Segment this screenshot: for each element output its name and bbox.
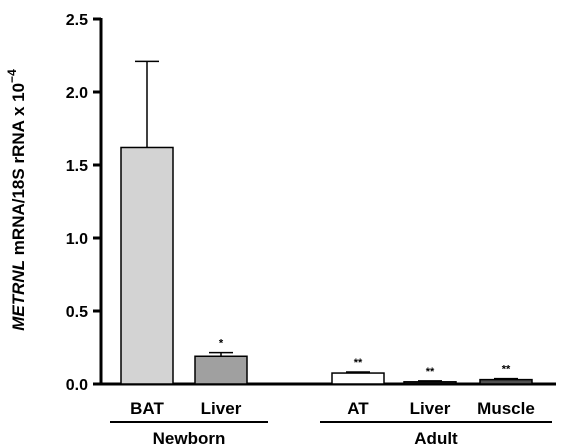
category-label: BAT <box>130 399 164 418</box>
y-axis-exponent: −4 <box>5 69 19 83</box>
group-label: Adult <box>414 429 458 445</box>
bars: ***** ** <box>120 60 533 385</box>
y-tick-label: 2.0 <box>66 85 88 102</box>
group-labels: Newborn Adult <box>110 421 552 445</box>
y-axis-gene-name: METRNL <box>9 260 28 331</box>
significance-mark: ** <box>502 364 511 376</box>
category-label: Muscle <box>477 399 535 418</box>
bar <box>479 378 533 385</box>
y-axis-title: METRNL mRNA/18S rRNA x 10−4 <box>5 69 28 331</box>
bar <box>403 381 457 385</box>
y-tick-label: 1.5 <box>66 158 88 175</box>
category-label: Liver <box>201 399 242 418</box>
y-tick-label: 1.0 <box>66 231 88 248</box>
category-label: AT <box>347 399 369 418</box>
significance-mark: ** <box>426 366 435 378</box>
y-tick-label: 0.0 <box>66 377 88 394</box>
y-tick-label: 0.5 <box>66 304 88 321</box>
bar <box>120 146 174 385</box>
group-label: Newborn <box>153 429 226 445</box>
y-axis-label: METRNL mRNA/18S rRNA x 10−4 <box>5 69 28 331</box>
y-axis-unit: mRNA/18S rRNA x 10 <box>9 83 28 260</box>
category-labels: BAT Liver AT Liver Muscle <box>130 399 535 418</box>
significance-mark: ** <box>354 357 363 369</box>
bar <box>331 372 385 385</box>
category-label: Liver <box>410 399 451 418</box>
bar <box>194 355 248 385</box>
y-tick-label: 2.5 <box>66 12 88 29</box>
significance-mark: * <box>219 338 224 350</box>
